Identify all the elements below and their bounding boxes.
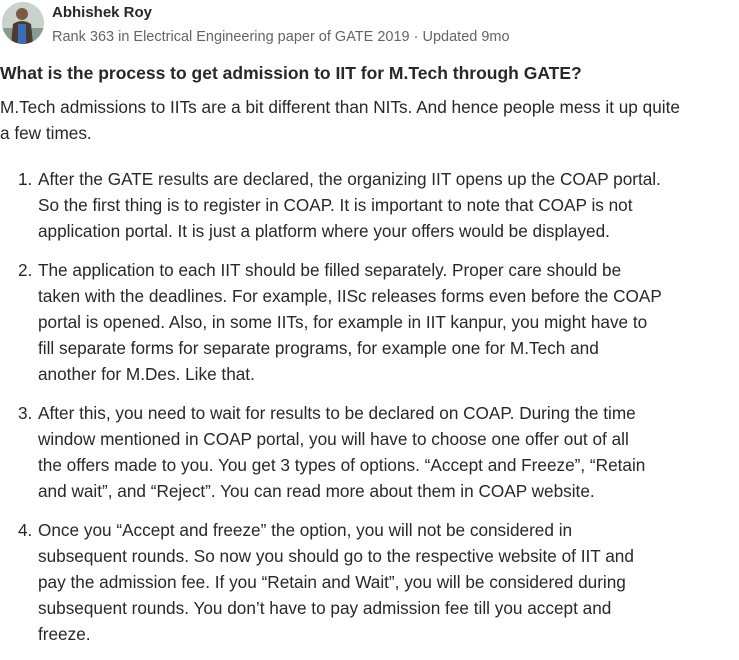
- author-photo: [2, 2, 44, 44]
- text-line: Once you “Accept and freeze” the option,…: [38, 520, 573, 540]
- list-item: 2. The application to each IIT should be …: [0, 257, 739, 387]
- author-meta: Rank 363 in Electrical Engineering paper…: [52, 29, 510, 45]
- text-line: window mentioned in COAP portal, you wil…: [38, 429, 629, 449]
- text-line: After the GATE results are declared, the…: [38, 169, 661, 189]
- text-line: M.Tech admissions to IITs are a bit diff…: [0, 97, 680, 117]
- list-item: 4. Once you “Accept and freeze” the optio…: [0, 517, 739, 647]
- intro-paragraph: M.Tech admissions to IITs are a bit diff…: [0, 94, 739, 146]
- text-line: taken with the deadlines. For example, I…: [38, 286, 662, 306]
- author-credential[interactable]: Rank 363 in Electrical Engineering paper…: [52, 29, 410, 45]
- text-line: portal is opened. Also, in some IITs, fo…: [38, 312, 648, 332]
- list-item: 1. After the GATE results are declared, t…: [0, 166, 739, 244]
- text-line: a few times.: [0, 123, 92, 143]
- answer-body: M.Tech admissions to IITs are a bit diff…: [0, 94, 739, 660]
- list-number: 2.: [18, 260, 33, 280]
- text-line: the offers made to you. You get 3 types …: [38, 455, 646, 475]
- author-name[interactable]: Abhishek Roy: [52, 4, 153, 21]
- text-line: application portal. It is just a platfor…: [38, 221, 610, 241]
- text-line: subsequent rounds. You don’t have to pay…: [38, 598, 612, 618]
- text-line: The application to each IIT should be fi…: [38, 260, 622, 280]
- list-number: 3.: [18, 403, 33, 423]
- list-item: 3. After this, you need to wait for resul…: [0, 400, 739, 504]
- list-number: 4.: [18, 520, 33, 540]
- text-line: So the first thing is to register in COA…: [38, 195, 633, 215]
- separator: ·: [409, 29, 423, 45]
- text-line: subsequent rounds. So now you should go …: [38, 546, 634, 566]
- text-line: pay the admission fee. If you “Retain an…: [38, 572, 626, 592]
- avatar[interactable]: [2, 2, 44, 44]
- text-line: After this, you need to wait for results…: [38, 403, 636, 423]
- updated-time[interactable]: Updated 9mo: [422, 29, 510, 45]
- text-line: another for M.Des. Like that.: [38, 364, 255, 384]
- text-line: and wait”, and “Reject”. You can read mo…: [38, 481, 595, 501]
- list-number: 1.: [18, 169, 33, 189]
- question-title[interactable]: What is the process to get admission to …: [0, 63, 582, 83]
- text-line: fill separate forms for separate program…: [38, 338, 599, 358]
- text-line: freeze.: [38, 624, 91, 644]
- steps-list: 1. After the GATE results are declared, t…: [0, 166, 739, 647]
